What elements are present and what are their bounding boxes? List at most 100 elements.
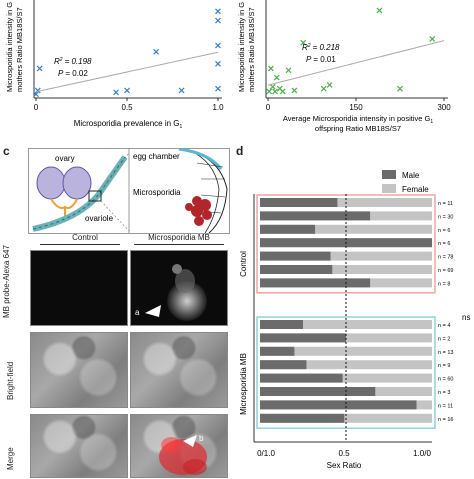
n-label: n = 2	[438, 336, 450, 342]
p-annotation: P = 0.02	[58, 69, 88, 78]
data-point	[215, 85, 221, 92]
x-axis-label-line1: Average Microsporidia intensity in posit…	[283, 114, 433, 125]
y-axis-label-line1: Microsporidia intensity in G	[237, 2, 246, 92]
row-label-probe: MB probe-Alexa 647	[2, 245, 11, 318]
micrograph-control-probe	[30, 250, 128, 326]
n-label: n = 8	[438, 281, 450, 287]
microsporidia-signal: a	[135, 264, 207, 321]
legend-label-female: Female	[402, 185, 429, 194]
bar-female	[260, 265, 432, 274]
data-point	[291, 87, 298, 94]
y-axis-label-line1: Microsporidia intensity in G	[5, 2, 14, 92]
panel-a-chart: 0 0.5 1.0 R2 = 0.198 P = 0.02 Microsporidia …	[5, 0, 224, 130]
n-label: n = 11	[438, 201, 453, 207]
x-tick-1: 0.5	[338, 449, 350, 458]
n-label: n = 13	[438, 350, 453, 356]
n-label: n = 11	[438, 403, 453, 409]
x-tick-label: 0	[266, 103, 271, 112]
data-point	[326, 82, 333, 88]
data-point	[300, 39, 307, 46]
data-point	[268, 65, 274, 72]
data-point	[36, 65, 43, 72]
x-tick-label: 150	[349, 103, 363, 112]
n-label: n = 4	[438, 323, 450, 329]
x-tick-label: 0	[34, 103, 39, 112]
merge-overlay: b	[159, 434, 207, 475]
bar-female	[260, 224, 432, 234]
data-point	[279, 88, 286, 95]
x-tick-2: 1.0/0	[413, 449, 431, 458]
micrograph-mb-brightfield	[130, 332, 228, 408]
sex-ratio-chart: Male Female n = 11 n = 30 n = 6 n = 6 n = 78…	[239, 170, 470, 470]
bar-male	[260, 360, 307, 370]
bar-male	[260, 373, 343, 383]
panel-b-chart: 0 150 300 R2 = 0.218 P = 0.01 Average Micros…	[237, 0, 451, 133]
data-point	[33, 91, 39, 98]
x-tick-label: 300	[437, 103, 451, 112]
row-label-merge: Merge	[6, 447, 15, 470]
bar-male	[260, 413, 345, 423]
row-label-brightfield: Bright-field	[6, 361, 15, 400]
col-header-control: Control	[72, 233, 98, 242]
arrow-label-b: b	[199, 434, 204, 443]
data-point	[215, 42, 221, 49]
bar-male	[260, 198, 338, 207]
bar-male	[260, 265, 333, 274]
panel-d: Male Female n = 11 n = 30 n = 6 n = 6 n = 78…	[236, 144, 474, 474]
legend-swatch-female	[382, 184, 396, 193]
arrow-label-a: a	[135, 308, 140, 317]
regression-line	[35, 51, 219, 93]
ovary-icon	[36, 166, 92, 217]
data-point	[178, 87, 185, 94]
data-point	[397, 85, 403, 92]
ns-label: ns	[462, 313, 470, 322]
r2-annotation: R2 = 0.218	[302, 43, 340, 52]
ovary-illustration: ovary ovariole egg chamber Microsporidia	[32, 147, 228, 234]
legend-swatch-male	[382, 170, 396, 179]
n-label: n = 16	[438, 417, 453, 423]
data-point	[113, 89, 120, 96]
col-header-underline-mb	[134, 244, 224, 245]
micrograph-mb-merge: b	[130, 414, 228, 478]
bar-male	[260, 278, 371, 288]
arrowhead-b	[183, 435, 197, 447]
group-label-control: Control	[239, 251, 248, 277]
n-label: n = 3	[438, 390, 450, 396]
micrograph-mb-probe: a	[130, 250, 228, 326]
data-point	[320, 85, 327, 92]
x-tick-label: 0.5	[121, 103, 133, 112]
ovariole-label: ovariole	[85, 214, 114, 223]
n-label: n = 78	[438, 255, 453, 261]
ovary-diagram: ovary ovariole egg chamber Microsporidia	[28, 147, 230, 234]
micrograph-control-merge	[30, 414, 128, 478]
x-axis-label: Microsporidia prevalence in G1	[74, 119, 183, 130]
data-point	[215, 17, 221, 24]
panel-b: 0 150 300 R2 = 0.218 P = 0.01 Average Micros…	[236, 0, 474, 140]
data-point	[215, 8, 221, 15]
bar-male	[260, 333, 346, 343]
data-point	[285, 67, 292, 74]
p-annotation: P = 0.01	[306, 55, 336, 64]
microsporidia-label: Microsporidia	[133, 188, 181, 197]
col-header-underline-control	[40, 244, 120, 245]
col-header-microsporidia-mb: Microsporidia MB	[148, 233, 210, 242]
y-axis-label-line2: mothers Ratio MB18S/S7	[15, 7, 24, 92]
egg-chamber-icon	[178, 147, 228, 234]
data-point	[215, 60, 221, 67]
panel-c-letter: c	[3, 144, 10, 158]
data-point	[273, 74, 280, 81]
bar-male	[260, 251, 331, 261]
bar-male	[260, 400, 417, 410]
bar-female	[260, 360, 432, 370]
x-axis-label: Sex Ratio	[327, 461, 362, 470]
data-point	[269, 83, 276, 90]
x-tick-label: 1.0	[212, 103, 224, 112]
bar-female	[260, 320, 432, 329]
n-label: n = 30	[438, 214, 453, 220]
data-point	[376, 7, 383, 14]
group-label-mb: Microsporidia MB	[239, 353, 248, 415]
micrograph-control-brightfield	[30, 332, 128, 408]
microsporidia-cluster	[185, 196, 212, 226]
x-tick-0: 0/1.0	[257, 449, 275, 458]
ovariole-icon	[32, 152, 130, 232]
